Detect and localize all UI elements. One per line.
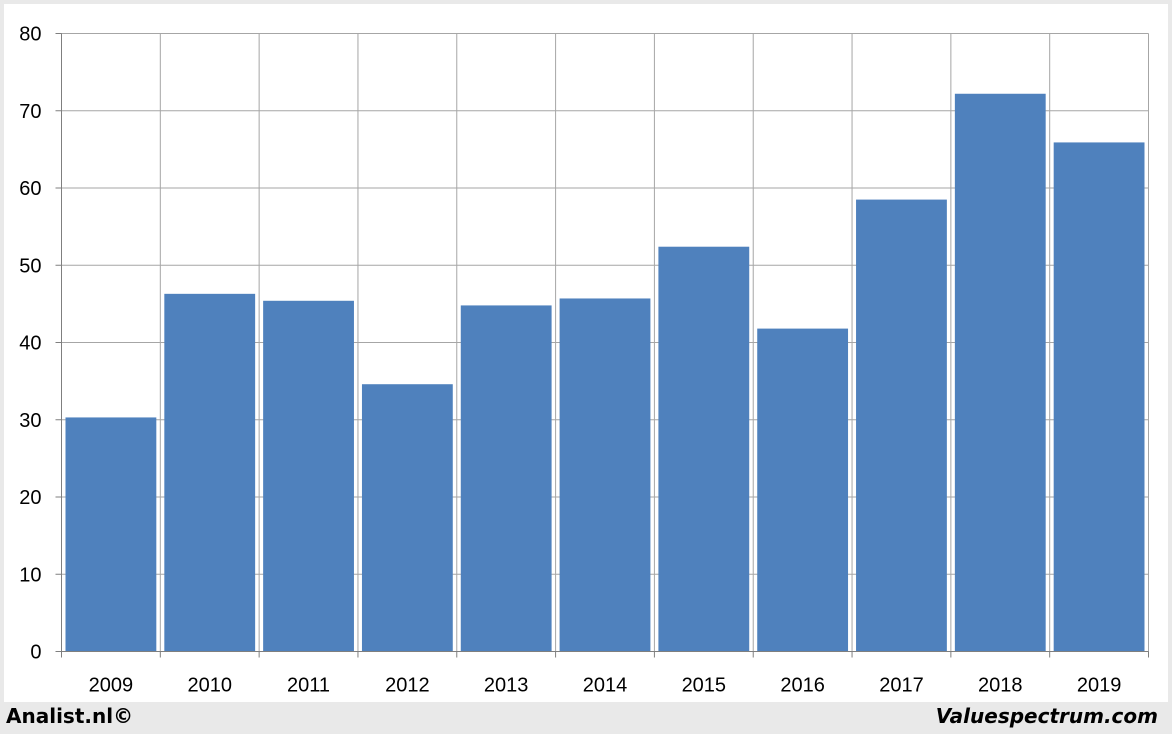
y-tick-label: 0: [30, 642, 41, 664]
axis-layer: [55, 33, 1149, 658]
bar-2017: [856, 199, 947, 652]
chart-panel: 0 10 20 30 40 50 60 70 80 2009 2010 2011 2012 2013 201…: [4, 4, 1168, 702]
footer-site-label: Valuespectrum.com: [935, 704, 1158, 728]
x-tick-label: 2013: [484, 675, 529, 697]
y-tick-label: 20: [19, 487, 41, 509]
label-layer: 0 10 20 30 40 50 60 70 80 2009 2010 2011 2012 2013 201…: [19, 24, 1121, 697]
bar-2019: [1053, 142, 1145, 652]
bar-2016: [757, 328, 849, 652]
bar-2010: [164, 293, 256, 652]
bar-2012: [361, 384, 453, 652]
x-tick-label: 2009: [89, 675, 134, 697]
x-tick-label: 2014: [583, 675, 628, 697]
x-tick-label: 2015: [682, 675, 727, 697]
bar-layer: [65, 93, 1145, 652]
y-tick-label: 30: [19, 410, 41, 432]
x-tick-label: 2017: [879, 675, 924, 697]
grid-layer: [61, 33, 1149, 652]
y-tick-label: 50: [19, 255, 41, 277]
y-tick-label: 60: [19, 178, 41, 200]
y-tick-label: 70: [19, 101, 41, 123]
y-tick-label: 80: [19, 24, 41, 46]
x-tick-label: 2011: [287, 675, 330, 697]
x-tick-label: 2010: [187, 675, 232, 697]
footer-source-label: Analist.nl©: [6, 704, 134, 728]
x-tick-label: 2016: [780, 675, 825, 697]
x-tick-label: 2018: [978, 675, 1023, 697]
bar-chart: 0 10 20 30 40 50 60 70 80 2009 2010 2011 2012 2013 201…: [19, 24, 1149, 697]
y-tick-label: 40: [19, 333, 41, 355]
bar-2014: [559, 298, 651, 652]
bar-2013: [460, 305, 552, 652]
bar-2011: [263, 300, 354, 652]
bar-2018: [954, 93, 1046, 652]
x-tick-label: 2012: [385, 675, 430, 697]
y-tick-label: 10: [19, 564, 41, 586]
bar-2015: [658, 246, 750, 652]
x-tick-label: 2019: [1077, 675, 1122, 697]
bar-2009: [65, 417, 157, 652]
